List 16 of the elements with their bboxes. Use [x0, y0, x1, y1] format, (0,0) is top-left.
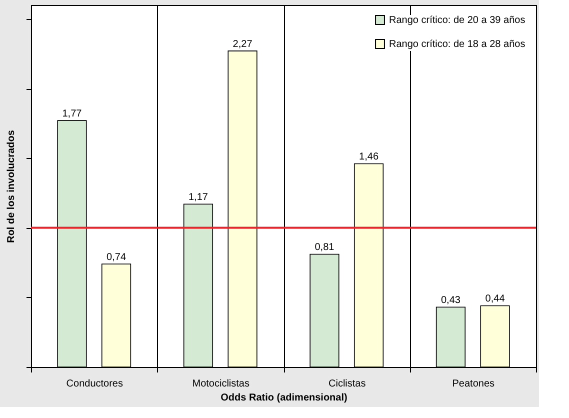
- data-label: 1,17: [188, 192, 208, 204]
- x-tick-label: Conductores: [66, 378, 123, 390]
- data-label: 0,81: [314, 242, 335, 254]
- data-label: 1,77: [62, 108, 82, 120]
- legend-label: Rango crítico: de 20 a 39 años: [389, 15, 526, 26]
- legend-label: Rango crítico: de 18 a 28 años: [389, 39, 526, 50]
- y-axis-title: Rol de los involucrados: [6, 130, 17, 243]
- x-tick-label: Peatones: [452, 378, 495, 390]
- data-label: 0,44: [485, 294, 506, 305]
- data-label: 0,74: [106, 252, 126, 263]
- x-axis-title: Odds Ratio (adimensional): [220, 392, 348, 404]
- data-label: 2,27: [232, 38, 253, 50]
- x-tick-label: Motociclistas: [192, 378, 250, 390]
- data-label: 1,46: [359, 152, 379, 163]
- x-tick-label: Ciclistas: [328, 378, 366, 390]
- data-label: 0,43: [440, 295, 461, 306]
